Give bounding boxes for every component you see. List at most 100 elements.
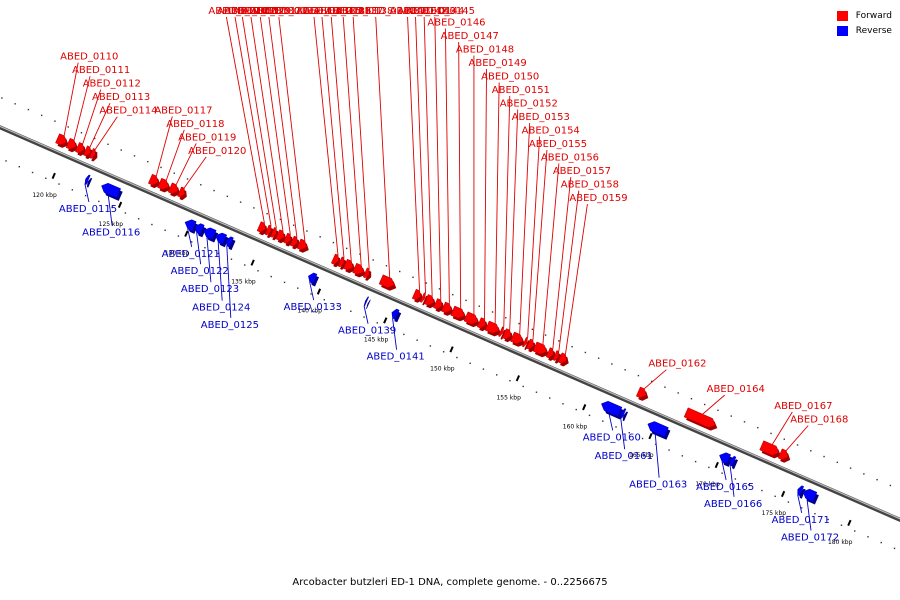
gene-label[interactable]: ABED_0151 — [492, 85, 550, 96]
gene-arrow-abed_0124[interactable] — [215, 232, 228, 245]
gene-arrow-abed_0152[interactable] — [502, 328, 512, 340]
gene-arrow-abed_0161[interactable] — [620, 408, 627, 419]
gene-label[interactable]: ABED_0163 — [629, 480, 687, 491]
gene-label[interactable]: ABED_0135 — [304, 6, 362, 17]
gene-label[interactable]: ABED_0137 — [325, 6, 383, 17]
gene-arrow-abed_0110[interactable] — [55, 133, 68, 146]
gene-arrow-abed_0159[interactable] — [557, 352, 567, 364]
gene-label[interactable]: ABED_0147 — [441, 31, 499, 42]
gene-arrow-abed_0147[interactable] — [450, 305, 465, 319]
gene-arrow-abed_0156[interactable] — [532, 341, 548, 355]
gene-label[interactable]: ABED_0162 — [648, 359, 706, 370]
gene-label[interactable]: ABED_0167 — [774, 401, 832, 412]
gene-arrow-abed_0141[interactable] — [391, 308, 400, 320]
gene-arrow-abed_0150[interactable] — [484, 320, 500, 334]
gene-label[interactable]: ABED_0154 — [522, 126, 580, 137]
gene-label[interactable]: ABED_0127 — [217, 6, 275, 17]
gene-arrow-abed_0139[interactable] — [363, 296, 370, 307]
gene-arrow-abed_0153[interactable] — [510, 331, 524, 345]
gene-label[interactable]: ABED_0171 — [772, 515, 830, 526]
gene-label[interactable]: ABED_0133 — [284, 302, 342, 313]
gene-arrow-abed_0171[interactable] — [797, 485, 805, 497]
gene-label[interactable]: ABED_0116 — [82, 228, 140, 239]
gene-arrow-abed_0144[interactable] — [423, 294, 435, 306]
gene-label[interactable]: ABED_0164 — [707, 384, 765, 395]
gene-label[interactable]: ABED_0131 — [251, 6, 309, 17]
gene-label[interactable]: ABED_0160 — [583, 432, 641, 443]
gene-label[interactable]: ABED_0111 — [72, 65, 130, 76]
gene-label[interactable]: ABED_0145 — [417, 6, 475, 17]
gene-label[interactable]: ABED_0149 — [469, 58, 527, 69]
gene-arrow-abed_0148[interactable] — [463, 311, 479, 325]
gene-label[interactable]: ABED_0130 — [242, 6, 300, 17]
gene-arrow-abed_0115[interactable] — [84, 174, 91, 185]
gene-label[interactable]: ABED_0156 — [541, 153, 599, 164]
gene-label[interactable]: ABED_0140 — [358, 6, 416, 17]
gene-arrow-abed_0116[interactable] — [101, 182, 122, 199]
gene-label[interactable]: ABED_0110 — [60, 52, 118, 63]
gene-label[interactable]: ABED_0155 — [529, 139, 587, 150]
gene-arrow-abed_0172[interactable] — [802, 488, 818, 502]
gene-arrow-abed_0113[interactable] — [83, 145, 91, 157]
gene-label[interactable]: ABED_0142 — [390, 6, 448, 17]
gene-arrow-abed_0163[interactable] — [647, 421, 669, 438]
gene-label[interactable]: ABED_0125 — [201, 320, 259, 331]
gene-arrow-abed_0112[interactable] — [75, 142, 85, 154]
gene-label[interactable]: ABED_0128 — [224, 6, 282, 17]
gene-arrow-abed_0111[interactable] — [65, 137, 77, 150]
gene-label[interactable]: ABED_0157 — [553, 166, 611, 177]
gene-label[interactable]: ABED_0114 — [99, 106, 157, 117]
gene-label[interactable]: ABED_0158 — [561, 180, 619, 191]
gene-label[interactable]: ABED_0168 — [790, 414, 848, 425]
gene-arrow-abed_0133[interactable] — [308, 272, 318, 284]
gene-arrow-abed_0118[interactable] — [157, 177, 170, 190]
gene-label[interactable]: ABED_0153 — [512, 112, 570, 123]
gene-label[interactable]: ABED_0126 — [208, 6, 266, 17]
gene-label[interactable]: ABED_0166 — [704, 499, 762, 510]
gene-arrow-abed_0149[interactable] — [476, 317, 487, 329]
gene-arrow-abed_0122[interactable] — [194, 223, 205, 235]
gene-arrow-abed_0125[interactable] — [225, 236, 234, 248]
gene-label[interactable]: ABED_0165 — [696, 482, 754, 493]
gene-label[interactable]: ABED_0121 — [162, 249, 220, 260]
gene-label[interactable]: ABED_0124 — [192, 303, 250, 314]
gene-label[interactable]: ABED_0138 — [335, 6, 393, 17]
gene-label[interactable]: ABED_0123 — [181, 284, 239, 295]
gene-label[interactable]: ABED_0172 — [781, 532, 839, 543]
gene-arrow-abed_0117[interactable] — [147, 173, 159, 186]
gene-arrow-abed_0120[interactable] — [177, 186, 186, 198]
gene-arrow-abed_0132[interactable] — [296, 238, 308, 251]
gene-arrow-abed_0160[interactable] — [601, 400, 623, 417]
gene-arrow-abed_0114[interactable] — [88, 148, 96, 159]
gene-arrow-abed_0121[interactable] — [184, 219, 197, 232]
gene-label[interactable]: ABED_0159 — [569, 193, 627, 204]
gene-label[interactable]: ABED_0120 — [188, 146, 246, 157]
gene-label[interactable]: ABED_0117 — [154, 105, 212, 116]
gene-arrow-abed_0164[interactable] — [683, 407, 716, 428]
gene-arrow-abed_0140[interactable] — [378, 274, 395, 288]
gene-label[interactable]: ABED_0112 — [83, 79, 141, 90]
gene-arrow-abed_0162[interactable] — [635, 386, 647, 399]
gene-label[interactable]: ABED_0139 — [338, 326, 396, 337]
gene-label[interactable]: ABED_0150 — [481, 72, 539, 83]
gene-arrow-abed_0119[interactable] — [167, 182, 179, 194]
gene-label[interactable]: ABED_0146 — [427, 18, 485, 29]
gene-label[interactable]: ABED_0148 — [456, 45, 514, 56]
gene-label[interactable]: ABED_0132 — [261, 6, 319, 17]
gene-arrow-abed_0123[interactable] — [203, 227, 217, 240]
gene-arrow-abed_0129[interactable] — [275, 229, 285, 241]
gene-arrow-abed_0146[interactable] — [441, 301, 452, 314]
gene-label[interactable]: ABED_0129 — [233, 6, 291, 17]
gene-arrow-abed_0136[interactable] — [342, 258, 354, 271]
gene-arrow-abed_0166[interactable] — [729, 455, 737, 467]
gene-label[interactable]: ABED_0136 — [313, 6, 371, 17]
gene-arrow-abed_0168[interactable] — [777, 448, 789, 460]
gene-label[interactable]: ABED_0118 — [166, 119, 224, 130]
gene-label[interactable]: ABED_0141 — [367, 352, 425, 363]
gene-arrow-abed_0145[interactable] — [433, 298, 443, 310]
gene-label[interactable]: ABED_0152 — [500, 99, 558, 110]
gene-label[interactable]: ABED_0122 — [171, 266, 229, 277]
gene-arrow-abed_0137[interactable] — [352, 262, 365, 275]
gene-arrow-abed_0142[interactable] — [411, 288, 422, 301]
gene-label[interactable]: ABED_0144 — [406, 6, 464, 17]
